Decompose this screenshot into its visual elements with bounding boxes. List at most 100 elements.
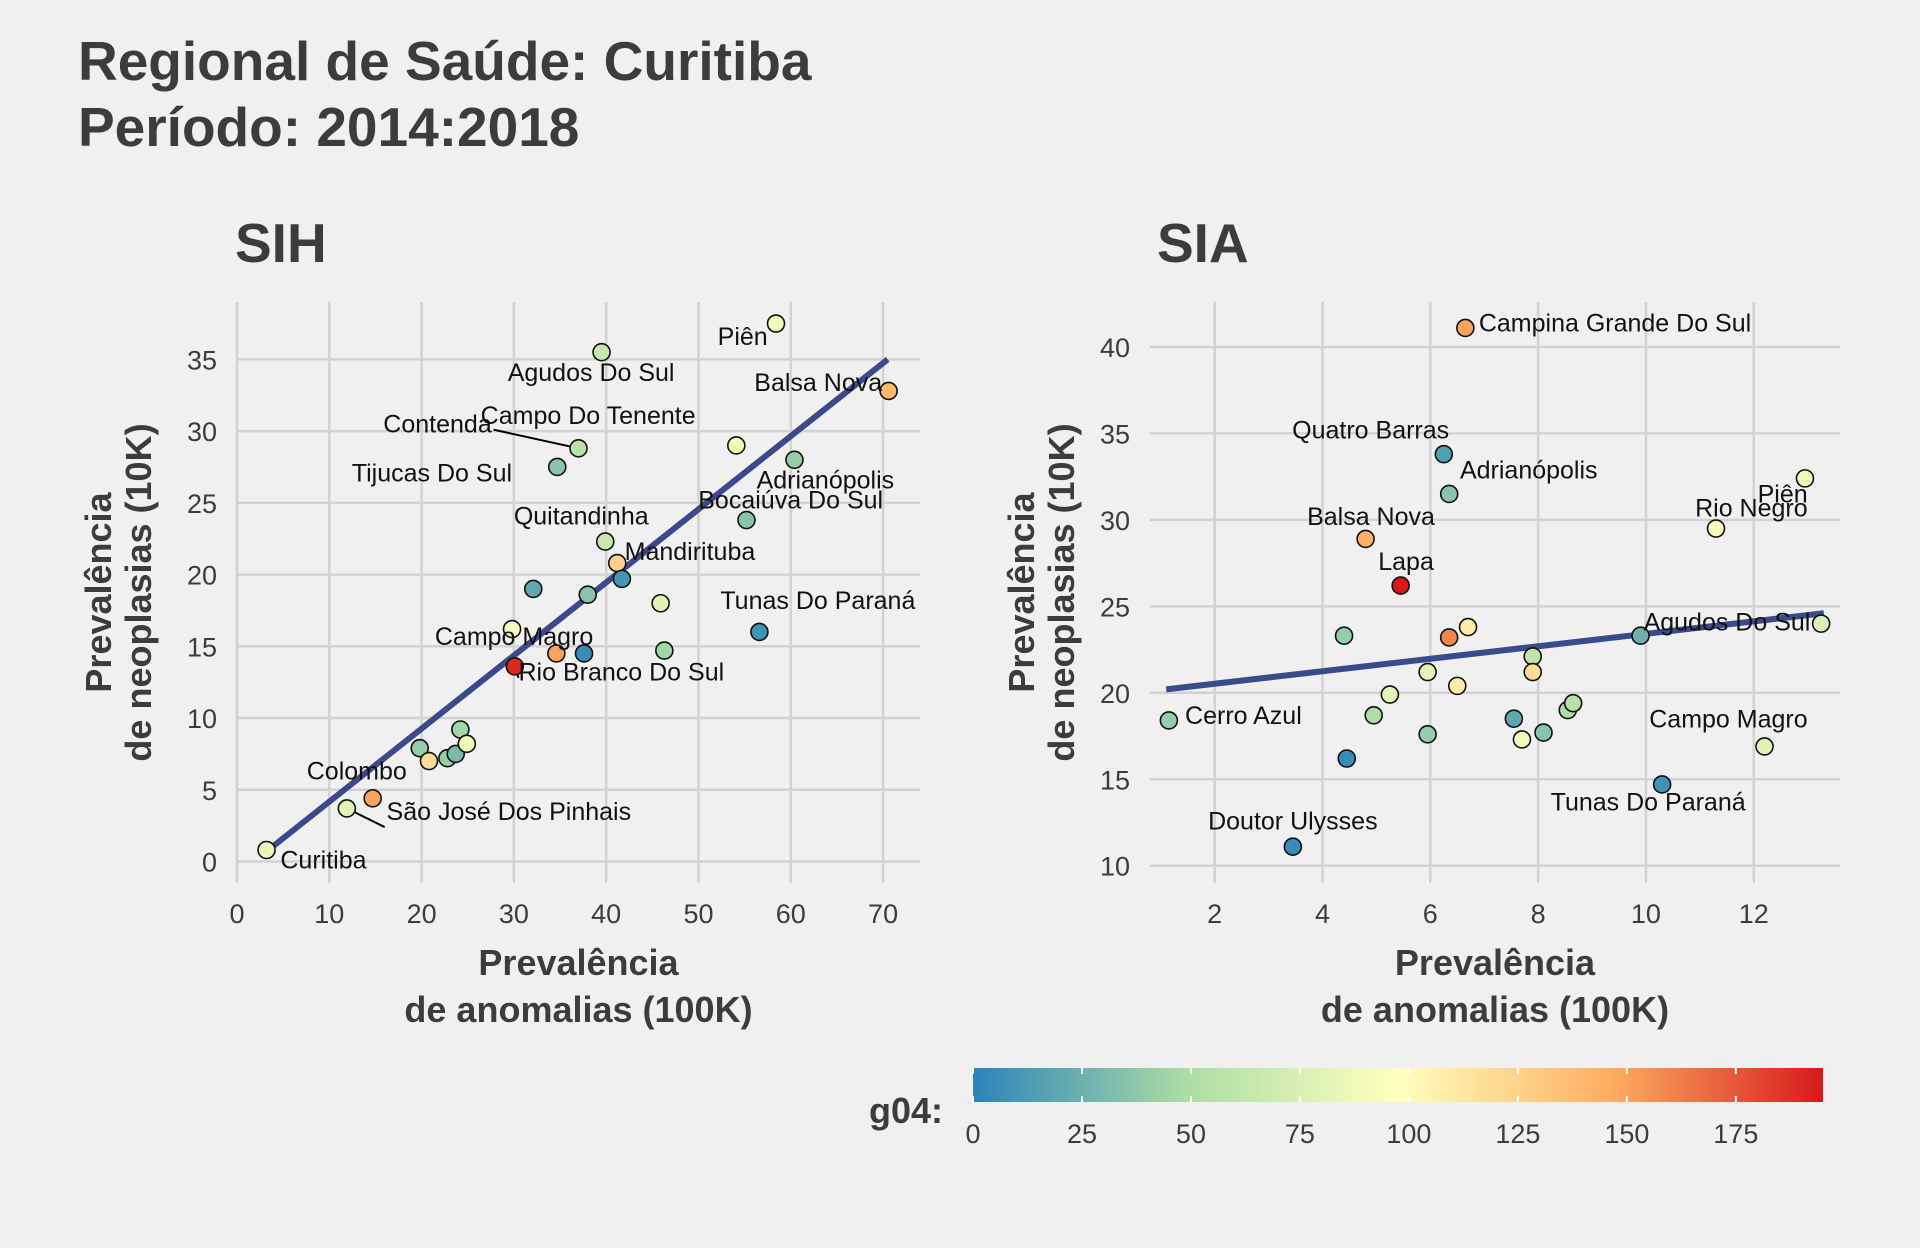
data-point <box>574 644 594 663</box>
data-point <box>1706 519 1726 538</box>
x-tick-label: 0 <box>229 899 244 929</box>
legend-tick-label: 50 <box>1176 1119 1206 1149</box>
data-point <box>1456 318 1475 338</box>
panel-title: SIH <box>235 212 327 274</box>
data-point <box>727 436 746 455</box>
y-axis-label: Prevalência <box>1001 491 1042 692</box>
data-point <box>257 840 276 860</box>
point-label: Rio Negro <box>1695 494 1808 522</box>
data-point <box>578 585 598 604</box>
data-point <box>1795 469 1815 488</box>
data-point <box>410 738 430 758</box>
data-point <box>1755 737 1774 756</box>
point-label: Agudos Do Sul <box>508 359 675 387</box>
point-label: Quatro Barras <box>1292 417 1449 445</box>
data-point <box>1512 730 1532 749</box>
data-point <box>1504 709 1524 729</box>
data-point <box>547 457 567 477</box>
data-point <box>1364 705 1384 725</box>
data-point <box>750 622 769 642</box>
legend-colorbar <box>973 1068 1823 1102</box>
y-tick-label: 5 <box>202 776 217 806</box>
x-tick-label: 4 <box>1315 899 1330 929</box>
data-point <box>655 641 674 660</box>
x-tick-label: 60 <box>776 899 806 929</box>
x-tick-label: 8 <box>1531 899 1546 929</box>
data-point <box>879 381 898 401</box>
data-point <box>1380 685 1400 704</box>
point-label: Tunas Do Paraná <box>1551 788 1746 816</box>
data-point <box>737 510 756 530</box>
y-axis-label: de neoplasias (10K) <box>1041 423 1082 761</box>
point-label: Colombo <box>307 758 407 786</box>
point-label: Tijucas Do Sul <box>352 459 512 487</box>
legend-tick-label: 0 <box>965 1119 980 1149</box>
data-point <box>1356 529 1375 549</box>
y-tick-label: 10 <box>187 704 217 734</box>
data-point <box>419 751 439 771</box>
data-point <box>1811 614 1831 633</box>
x-tick-label: 30 <box>499 899 529 929</box>
trend-line <box>1165 610 1825 693</box>
color-legend: g04: 0 25 50 75 100 125 150 175 <box>869 1068 1823 1149</box>
y-tick-label: 40 <box>1100 333 1130 363</box>
x-tick-label: 2 <box>1207 899 1222 929</box>
data-point <box>1652 775 1672 794</box>
legend-title: g04: <box>869 1090 943 1131</box>
panel-title: SIA <box>1157 212 1249 274</box>
data-point <box>595 532 615 551</box>
legend-tick-label: 175 <box>1713 1119 1758 1149</box>
point-label: Balsa Nova <box>1307 503 1435 531</box>
data-point <box>766 314 786 333</box>
y-tick-label: 20 <box>1100 679 1130 709</box>
data-point <box>502 619 522 639</box>
point-label: Balsa Nova <box>754 369 882 397</box>
y-tick-label: 10 <box>1100 852 1130 882</box>
point-label: Lapa <box>1378 548 1434 576</box>
x-tick-label: 10 <box>1631 899 1661 929</box>
point-label: Adrianópolis <box>1460 456 1598 484</box>
y-tick-label: 20 <box>187 561 217 591</box>
legend-tick-label: 125 <box>1495 1119 1540 1149</box>
data-point <box>337 799 357 818</box>
data-point <box>1337 749 1357 768</box>
data-point <box>547 644 566 663</box>
legend-tick-label: 25 <box>1067 1119 1097 1149</box>
data-point <box>1283 837 1303 856</box>
point-label: Campina Grande Do Sul <box>1479 309 1751 337</box>
data-point <box>1439 628 1459 647</box>
figure-title: Regional de Saúde: Curitiba <box>78 30 812 92</box>
data-point <box>1563 693 1583 713</box>
legend-ticks: 0 25 50 75 100 125 150 175 <box>965 1068 1758 1149</box>
data-point <box>1631 626 1650 646</box>
x-axis-label: de anomalias (100K) <box>1321 989 1669 1030</box>
legend-tick-label: 100 <box>1386 1119 1431 1149</box>
y-tick-label: 30 <box>1100 506 1130 536</box>
point-label: Agudos Do Sul <box>1644 609 1811 637</box>
x-tick-label: 10 <box>314 899 344 929</box>
data-point <box>651 593 670 613</box>
y-tick-label: 25 <box>1100 592 1130 622</box>
chart-panel-sih: 0 10 20 30 40 50 60 70 0 5 10 15 20 25 30 35 SIH Prevalên… <box>78 212 920 1030</box>
data-point <box>1334 626 1354 646</box>
x-tick-label: 50 <box>683 899 713 929</box>
figure-subtitle: Período: 2014:2018 <box>78 96 579 158</box>
point-label: Adrianópolis <box>757 466 895 494</box>
x-tick-label: 40 <box>591 899 621 929</box>
x-axis-label: de anomalias (100K) <box>404 989 752 1030</box>
data-point <box>1458 617 1478 637</box>
data-point <box>785 450 804 470</box>
y-tick-label: 30 <box>187 417 217 447</box>
point-label: Curitiba <box>280 847 366 875</box>
point-label: Campo Magro <box>1649 705 1807 733</box>
point-label: Quitandinha <box>514 502 649 530</box>
point-label: Bocaiúva Do Sul <box>698 487 883 515</box>
point-label: Piên <box>1758 481 1808 509</box>
point-label: Contenda <box>383 411 492 439</box>
data-point <box>592 342 611 362</box>
point-label: Mandirituba <box>625 538 756 566</box>
data-point <box>1418 724 1437 744</box>
data-point <box>457 734 477 754</box>
x-axis-label: Prevalência <box>1395 942 1596 983</box>
